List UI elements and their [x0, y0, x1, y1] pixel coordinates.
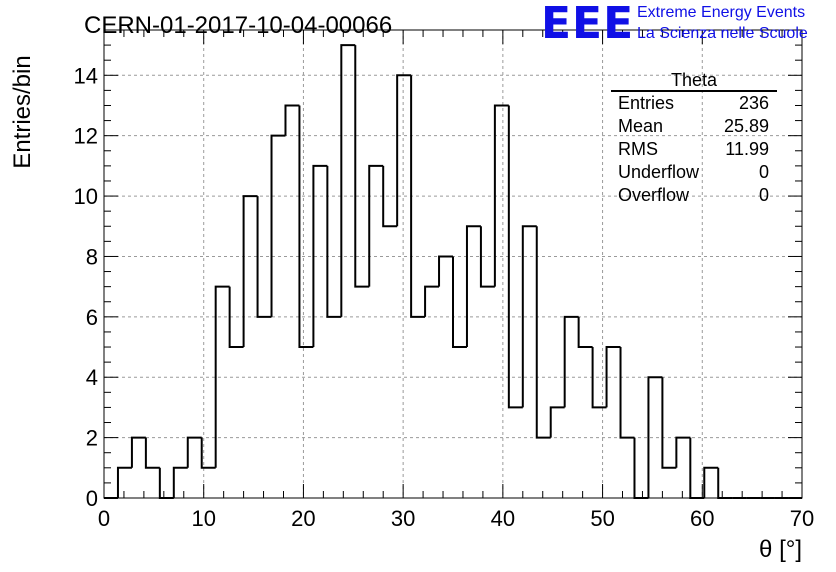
y-axis-label: Entries/bin — [9, 55, 36, 168]
histogram-bin — [703, 466, 719, 498]
y-tick-label: 4 — [86, 365, 98, 390]
histogram-bin — [493, 104, 509, 287]
stats-title: Theta — [611, 70, 777, 92]
histogram-bin — [144, 437, 160, 469]
histogram-bin — [438, 255, 453, 287]
histogram-bin — [256, 196, 272, 318]
stats-label: Underflow — [618, 162, 700, 182]
stats-box: Theta Entries 236 Mean 25.89 RMS 11.99 U… — [611, 70, 777, 207]
x-tick-label: 10 — [191, 506, 215, 531]
histogram-bin — [563, 315, 579, 408]
histogram-bin — [158, 467, 174, 499]
stats-value: 0 — [758, 162, 769, 182]
histogram-bin — [228, 286, 244, 349]
histogram-bars — [104, 44, 802, 499]
y-tick-label: 14 — [74, 63, 98, 88]
histogram-bin — [354, 45, 370, 288]
run-title: CERN-01-2017-10-04-00066 — [84, 12, 393, 39]
stats-row-rms: RMS 11.99 — [611, 138, 777, 161]
x-tick-label: 50 — [590, 506, 614, 531]
stats-row-underflow: Underflow 0 — [611, 161, 777, 184]
y-tick-label: 2 — [86, 426, 98, 451]
stats-label: Overflow — [618, 185, 690, 205]
histogram-bin — [326, 165, 342, 318]
stats-label: RMS — [618, 139, 658, 159]
histogram-bin — [200, 437, 216, 469]
y-tick-label: 6 — [86, 305, 98, 330]
histogram-bin — [424, 285, 440, 317]
stats-label: Mean — [618, 116, 664, 136]
logo-line-2: La Scienza nelle Scuole — [637, 25, 808, 42]
histogram-bin — [675, 436, 691, 468]
histogram-bin — [368, 164, 384, 287]
histogram-bin — [172, 466, 188, 498]
histogram-bin — [605, 346, 621, 408]
histogram-bin — [270, 134, 286, 317]
histogram-bin — [577, 316, 593, 349]
histogram-bin — [214, 285, 230, 468]
x-tick-label: 60 — [690, 506, 714, 531]
stats-row-overflow: Overflow 0 — [611, 184, 777, 207]
y-tick-label: 0 — [86, 486, 98, 511]
tick-labels: 0 10 20 30 40 50 60 70 0 2 4 6 8 10 12 14 — [74, 63, 815, 531]
histogram-bin — [661, 377, 677, 469]
histogram-bin — [312, 164, 328, 348]
histogram-bin — [186, 436, 202, 468]
x-tick-label: 0 — [98, 506, 110, 531]
y-tick-label: 10 — [74, 184, 98, 209]
x-axis-label: θ [°] — [759, 536, 802, 563]
stats-row-entries: Entries 236 — [611, 92, 777, 115]
eee-logo: EEE — [541, 0, 635, 49]
histogram-bin — [521, 225, 537, 408]
y-tick-label: 12 — [74, 124, 98, 149]
histogram-bin — [410, 75, 426, 318]
stats-value: 11.99 — [725, 139, 769, 159]
histogram-bin — [382, 165, 398, 228]
histogram-bin — [633, 437, 649, 499]
histogram-bin — [130, 436, 146, 468]
histogram-bin — [465, 225, 481, 348]
histogram-bin — [298, 105, 314, 349]
histogram-bin — [535, 226, 551, 439]
plot-frame — [103, 29, 803, 499]
histogram-bin — [647, 376, 663, 498]
stats-label: Entries — [618, 93, 675, 113]
stats-value: 236 — [738, 93, 769, 113]
histogram-bin — [549, 406, 565, 438]
histogram-bin — [284, 104, 300, 136]
histogram-bin — [116, 466, 132, 498]
histogram-bin — [591, 347, 607, 409]
histogram-bin — [717, 467, 733, 499]
histogram-bin — [507, 105, 523, 409]
x-tick-label: 40 — [491, 506, 515, 531]
plot-frame-rect — [103, 29, 803, 499]
x-tick-label: 70 — [790, 506, 814, 531]
histogram-bin — [242, 195, 258, 348]
y-tick-label: 8 — [86, 244, 98, 269]
histogram-bin — [340, 44, 356, 317]
histogram-bin — [619, 347, 635, 439]
histogram-bin — [479, 226, 495, 288]
logo-line-1: Extreme Energy Events — [637, 4, 806, 21]
x-tick-label: 20 — [291, 506, 315, 531]
stats-value: 0 — [758, 185, 769, 205]
stats-value: 25.89 — [723, 116, 769, 136]
x-tick-label: 30 — [391, 506, 415, 531]
histogram-bin — [452, 256, 467, 349]
histogram-bin — [396, 74, 412, 227]
stats-row-mean: Mean 25.89 — [611, 115, 777, 138]
